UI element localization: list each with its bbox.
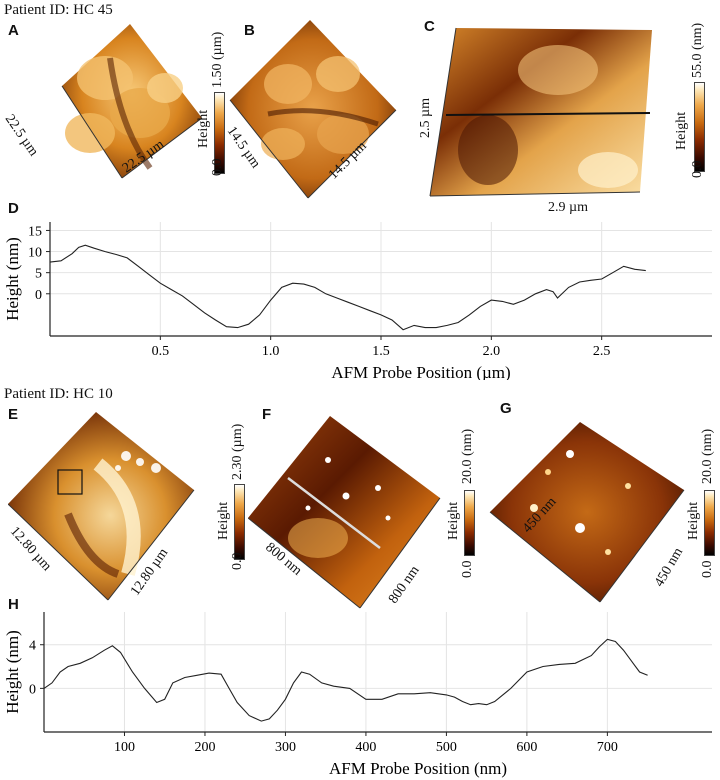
chart-h-ytick-label-1: 4 [29,639,36,654]
chart-d-xtick-label-0: 0.5 [152,344,170,359]
chart-h-xtick-label-2: 300 [275,740,296,755]
colorbar-c-title: Height [674,111,689,150]
chart-d-ytick-label-0: 0 [35,288,42,303]
profile-chart-h: 100 200 300 400 500 600 700 0 4 AFM Probe Positio… [3,612,712,778]
chart-d-ylabel: Height (nm) [3,237,22,321]
colorbar-g-title: Height [686,501,701,540]
colorbar-f [464,490,475,556]
chart-d-ytick-label-2: 10 [28,246,42,261]
colorbar-c-max: 55.0 (nm) [690,22,705,78]
afm-image-a [61,24,203,179]
chart-h-xtick-label-4: 500 [436,740,457,755]
profile-line-f [287,477,381,549]
chart-h-series-line [43,638,648,722]
colorbar-f-max: 20.0 (nm) [460,428,475,484]
colorbar-f-title: Height [446,501,461,540]
colorbar-a [214,92,225,174]
chart-d-xtick-label-1: 1.0 [262,344,280,359]
afm-image-b [229,20,397,199]
chart-d-series-line [49,244,646,331]
panel-label-f: F [262,406,272,423]
chart-d-ytick-label-3: 15 [28,224,42,239]
panel-label-e: E [8,406,19,423]
colorbar-e-min: 0.0 [230,552,245,571]
panel-label-c: C [424,18,435,35]
chart-h-xtick-label-1: 200 [194,740,215,755]
colorbar-g-max: 20.0 (nm) [700,428,715,484]
patient-id-top: Patient ID: HC 45 [4,2,113,18]
chart-d-xtick-label-3: 2.0 [483,344,501,359]
panel-label-d: D [8,200,19,217]
chart-h-xtick-label-3: 400 [355,740,376,755]
patient-id-bottom: Patient ID: HC 10 [4,386,113,402]
colorbar-e [234,484,245,560]
afm-image-c [429,27,652,197]
panel-label-h: H [8,596,19,613]
dim-c-left: 2.5 µm [418,98,433,138]
colorbar-c-min: 0.0 [690,160,705,179]
colorbar-a-min: 0.0 [210,158,225,177]
chart-h-ytick-label-0: 0 [29,682,36,697]
chart-h-xtick-label-5: 600 [516,740,537,755]
panel-label-a: A [8,22,19,39]
chart-h-ylabel: Height (nm) [3,630,22,714]
colorbar-e-max: 2.30 (µm) [230,423,245,480]
colorbar-g [704,490,715,556]
panel-label-b: B [244,22,255,39]
afm-image-e [8,412,195,601]
colorbar-a-title: Height [196,109,211,148]
colorbar-e-title: Height [216,501,231,540]
chart-d-xtick-label-4: 2.5 [593,344,611,359]
colorbar-g-min: 0.0 [700,560,715,579]
zoom-box-e [57,469,83,495]
colorbar-c [694,82,705,172]
afm-image-f [248,416,441,609]
dim-c-bottom: 2.9 µm [548,200,588,215]
chart-d-xlabel: AFM Probe Position (µm) [331,363,510,380]
chart-h-xtick-label-0: 100 [114,740,135,755]
chart-d-xtick-label-2: 1.5 [372,344,390,359]
afm-image-g [489,422,685,603]
chart-d-ytick-label-1: 5 [35,267,42,282]
profile-chart-d: 0.5 1.0 1.5 2.0 2.5 0 5 10 15 AFM Probe Position … [3,222,712,380]
chart-h-xlabel: AFM Probe Position (nm) [329,759,507,778]
panel-label-g: G [500,400,512,417]
profile-line-c [445,112,651,116]
colorbar-a-max: 1.50 (µm) [210,31,225,88]
colorbar-f-min: 0.0 [460,560,475,579]
chart-h-xtick-label-6: 700 [597,740,618,755]
